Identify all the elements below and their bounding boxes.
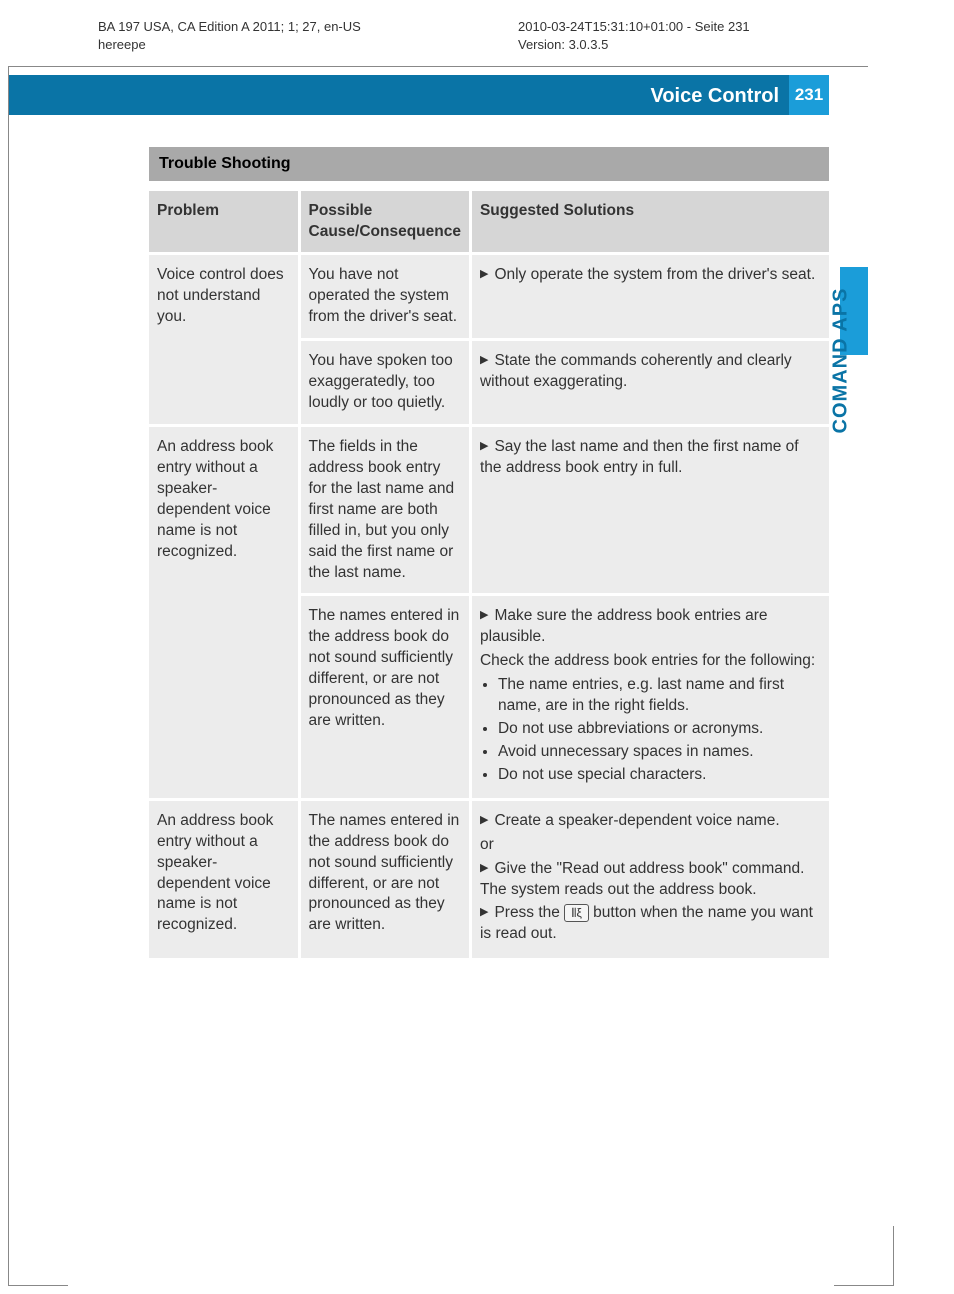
meta-left: BA 197 USA, CA Edition A 2011; 1; 27, en… [98,18,518,53]
cell-problem: An address book entry without a speaker-… [149,799,299,960]
th-problem: Problem [149,191,299,254]
cell-cause: The names entered in the address book do… [299,595,470,799]
meta-left-line1: BA 197 USA, CA Edition A 2011; 1; 27, en… [98,18,518,36]
cell-problem: Voice control does not understand you. [149,254,299,426]
solution-item: Only operate the system from the driver'… [480,265,821,286]
solution-item: State the commands coherently and clearl… [480,351,821,393]
table-row: Voice control does not understand you.Yo… [149,254,829,340]
th-cause: Possible Cause/Consequence [299,191,470,254]
cell-solution: Only operate the system from the driver'… [470,254,829,340]
table-row: An address book entry without a speaker-… [149,799,829,960]
cell-cause: You have spoken too exaggeratedly, too l… [299,340,470,426]
cell-solution: Say the last name and then the first nam… [470,425,829,594]
solution-bullet-list: The name entries, e.g. last name and fir… [480,675,821,786]
page-number: 231 [789,75,829,115]
page-title: Voice Control [650,83,779,110]
solution-text: Check the address book entries for the f… [480,651,821,672]
crop-mark-br [834,1226,894,1286]
solution-bullet: Do not use abbreviations or acronyms. [498,719,821,740]
document-meta: BA 197 USA, CA Edition A 2011; 1; 27, en… [98,18,894,53]
voice-button-icon: ⦀ξ [564,904,589,922]
cell-cause: You have not operated the system from th… [299,254,470,340]
th-solution: Suggested Solutions [470,191,829,254]
crop-mark-bl [8,1226,68,1286]
section-title: Trouble Shooting [149,147,829,181]
solution-item: Press the ⦀ξ button when the name you wa… [480,903,821,945]
solution-bullet: Do not use special characters. [498,765,821,786]
solution-text: or [480,835,821,856]
meta-right: 2010-03-24T15:31:10+01:00 - Seite 231 Ve… [518,18,750,53]
cell-solution: Make sure the address book entries are p… [470,595,829,799]
content: Trouble Shooting Problem Possible Cause/… [149,147,829,961]
solution-bullet: Avoid unnecessary spaces in names. [498,742,821,763]
solution-item: Make sure the address book entries are p… [480,606,821,648]
solution-item: Give the "Read out address book" command… [480,859,821,901]
side-label: COMAND APS [828,288,855,434]
page-frame: Voice Control 231 COMAND APS Trouble Sho… [8,66,868,1266]
cell-cause: The fields in the address book entry for… [299,425,470,594]
troubleshooting-table: Problem Possible Cause/Consequence Sugge… [149,191,829,962]
cell-solution: Create a speaker-dependent voice name. or… [470,799,829,960]
solution-item: Say the last name and then the first nam… [480,437,821,479]
meta-right-line1: 2010-03-24T15:31:10+01:00 - Seite 231 [518,18,750,36]
meta-right-line2: Version: 3.0.3.5 [518,36,750,54]
solution-item: Create a speaker-dependent voice name. [480,811,821,832]
cell-problem: An address book entry without a speaker-… [149,425,299,799]
cell-cause: The names entered in the address book do… [299,799,470,960]
solution-bullet: The name entries, e.g. last name and fir… [498,675,821,717]
header-band: Voice Control 231 [9,75,829,115]
cell-solution: State the commands coherently and clearl… [470,340,829,426]
meta-left-line2: hereepe [98,36,518,54]
table-row: An address book entry without a speaker-… [149,425,829,594]
